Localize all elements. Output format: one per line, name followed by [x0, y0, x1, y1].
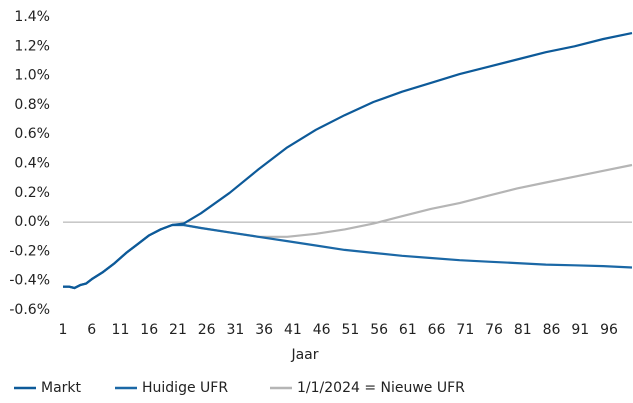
x-tick-label: 96 [600, 322, 618, 338]
series-line [63, 223, 633, 290]
x-tick-label: 1 [59, 322, 68, 338]
y-tick-label: -0.6% [9, 302, 50, 318]
x-tick-label: 16 [140, 322, 158, 338]
x-tick-label: 71 [456, 322, 474, 338]
series-line [63, 32, 633, 290]
legend-label: 1/1/2024 = Nieuwe UFR [297, 380, 465, 396]
x-tick-label: 41 [284, 322, 302, 338]
legend-label: Markt [41, 380, 82, 396]
x-tick-label: 31 [227, 322, 245, 338]
y-tick-label: 0.0% [14, 214, 50, 230]
y-tick-label: 0.2% [14, 185, 50, 201]
x-tick-label: 46 [313, 322, 331, 338]
x-tick-label: 36 [255, 322, 273, 338]
x-tick-label: 26 [198, 322, 216, 338]
y-tick-label: 1.0% [14, 68, 50, 84]
x-tick-label: 21 [169, 322, 187, 338]
y-tick-label: 0.8% [14, 97, 50, 113]
y-tick-label: -0.2% [9, 243, 50, 259]
x-tick-label: 56 [370, 322, 388, 338]
x-tick-label: 81 [514, 322, 532, 338]
y-tick-label: 1.2% [14, 38, 50, 54]
x-tick-label: 66 [428, 322, 446, 338]
legend-label: Huidige UFR [142, 380, 228, 396]
y-tick-label: -0.4% [9, 273, 50, 289]
y-tick-label: 1.4% [14, 9, 50, 25]
x-tick-label: 11 [112, 322, 130, 338]
x-tick-label: 91 [571, 322, 589, 338]
x-tick-label: 61 [399, 322, 417, 338]
x-tick-label: 76 [485, 322, 503, 338]
x-tick-label: 6 [87, 322, 96, 338]
y-tick-label: 0.6% [14, 126, 50, 142]
series-line [63, 163, 633, 290]
x-tick-label: 86 [543, 322, 561, 338]
x-tick-label: 51 [341, 322, 359, 338]
x-axis-label: Jaar [290, 347, 318, 363]
y-tick-label: 0.4% [14, 156, 50, 172]
